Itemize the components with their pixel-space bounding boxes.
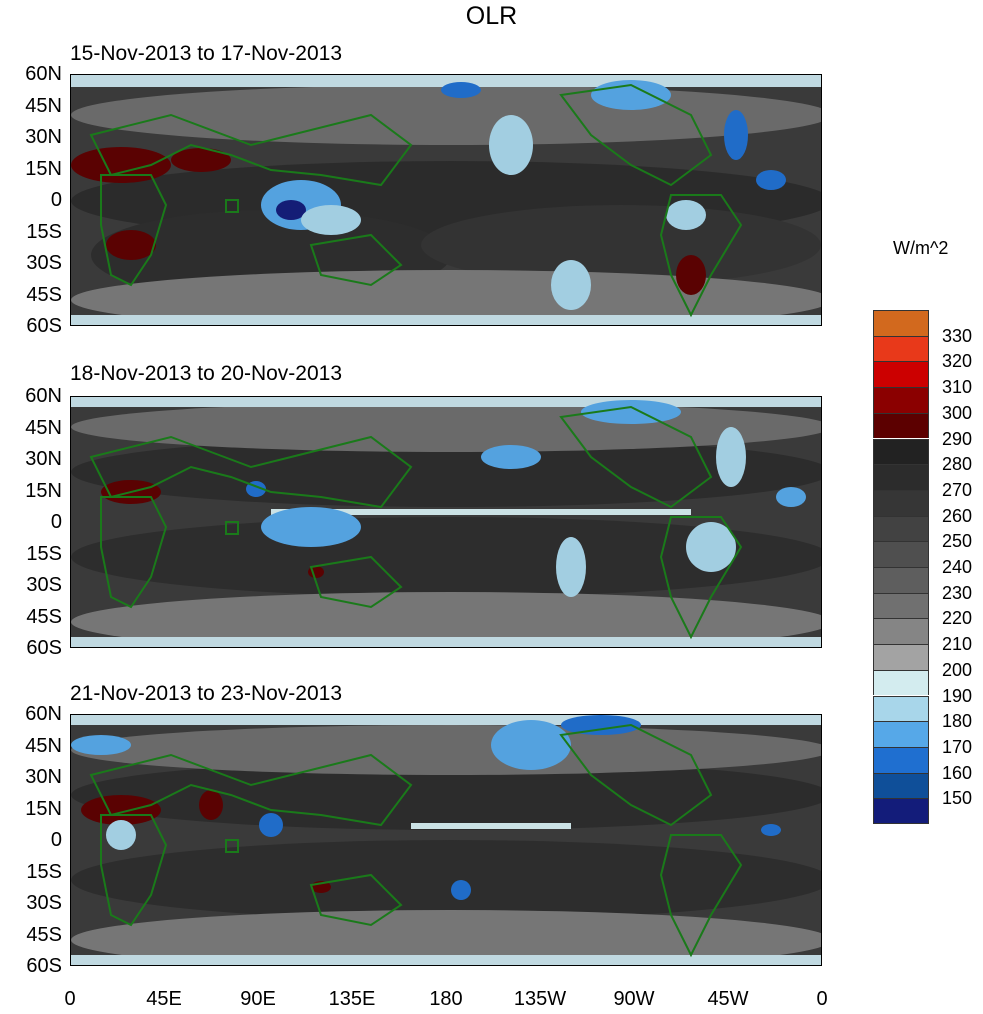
lat-label-p2-30s: 30S: [26, 574, 62, 596]
lat-label-p3-0: 0: [50, 829, 62, 851]
colorbar-label-250: 250: [942, 531, 973, 552]
colorbar-swatch-15: [873, 695, 929, 722]
colorbar-swatch-5: [873, 438, 929, 465]
lat-label-p2-60n: 60N: [25, 385, 62, 407]
colorbar-swatch-19: [873, 798, 929, 824]
lon-label-7: 45W: [707, 988, 749, 1010]
lon-label-6: 90W: [613, 988, 655, 1010]
colorbar-label-160: 160: [942, 762, 973, 783]
colorbar-swatch-0: [873, 310, 929, 336]
lat-label-p2-0: 0: [50, 511, 62, 533]
lon-label-4: 180: [429, 988, 463, 1010]
colorbar-swatch-14: [873, 669, 929, 696]
lat-label-p3-45n: 45N: [25, 734, 62, 757]
lon-label-2: 90E: [240, 988, 276, 1010]
colorbar-label-170: 170: [942, 736, 973, 757]
lon-label-5: 135W: [513, 988, 567, 1010]
lat-label-p3-15s: 15S: [26, 860, 62, 883]
colorbar-swatch-17: [873, 746, 929, 773]
lat-label-p1-30n: 30N: [25, 126, 62, 148]
lat-label-p3-15n: 15N: [25, 797, 62, 820]
colorbar-label-180: 180: [942, 711, 973, 732]
lat-label-p2-15s: 15S: [26, 542, 62, 565]
panel-2-title: 18-Nov-2013 to 20-Nov-2013: [70, 362, 342, 385]
lat-label-p2-15n: 15N: [25, 479, 62, 502]
colorbar-swatch-9: [873, 541, 929, 567]
lat-label-p3-60n: 60N: [25, 703, 62, 725]
colorbar-swatch-12: [873, 618, 929, 645]
panel-3-map: [70, 714, 822, 966]
colorbar-swatch-11: [873, 592, 929, 619]
lat-label-p1-60n: 60N: [25, 63, 62, 85]
colorbar-label-310: 310: [942, 377, 973, 398]
colorbar-label-290: 290: [942, 428, 973, 449]
lat-label-p1-15s: 15S: [26, 220, 62, 243]
lat-label-p3-45s: 45S: [26, 923, 62, 946]
lon-label-1: 45E: [146, 988, 182, 1010]
lat-label-p1-45n: 45N: [25, 94, 62, 117]
colorbar-swatch-10: [873, 567, 929, 593]
colorbar-swatch-2: [873, 361, 929, 388]
panel-1-title: 15-Nov-2013 to 17-Nov-2013: [70, 42, 342, 65]
colorbar-label-220: 220: [942, 608, 973, 629]
panel-1-map: [70, 74, 822, 326]
colorbar-units: W/m^2: [893, 238, 949, 258]
colorbar-swatch-16: [873, 721, 929, 747]
colorbar-label-260: 260: [942, 505, 973, 526]
lat-label-p2-45s: 45S: [26, 605, 62, 628]
lat-label-p1-30s: 30S: [26, 252, 62, 274]
colorbar-label-330: 330: [942, 325, 973, 346]
colorbar-label-190: 190: [942, 685, 973, 706]
panel-2-map: [70, 396, 822, 648]
olr-field-panel-3: [71, 715, 821, 965]
lat-label-p1-0: 0: [50, 189, 62, 211]
colorbar-label-230: 230: [942, 582, 973, 603]
colorbar-label-270: 270: [942, 479, 973, 500]
colorbar-label-200: 200: [942, 659, 973, 680]
colorbar-label-300: 300: [942, 402, 973, 423]
lat-label-p3-30n: 30N: [25, 766, 62, 788]
colorbar-swatch-1: [873, 335, 929, 362]
lat-label-p3-30s: 30S: [26, 892, 62, 914]
lat-label-p2-60s: 60S: [26, 637, 62, 659]
colorbar-swatch-4: [873, 412, 929, 439]
colorbar-swatch-6: [873, 464, 929, 490]
lon-label-0: 0: [64, 988, 76, 1010]
lat-label-p2-30n: 30N: [25, 448, 62, 470]
lat-label-p3-60s: 60S: [26, 955, 62, 977]
colorbar-label-280: 280: [942, 454, 973, 475]
colorbar-label-320: 320: [942, 351, 973, 372]
lat-label-p2-45n: 45N: [25, 416, 62, 439]
colorbar-label-210: 210: [942, 634, 973, 655]
figure-title: OLR: [465, 2, 518, 30]
lat-label-p1-60s: 60S: [26, 315, 62, 337]
colorbar-swatch-8: [873, 515, 929, 542]
lat-label-p1-15n: 15N: [25, 157, 62, 180]
lon-label-8: 0: [816, 988, 828, 1010]
colorbar-swatch-7: [873, 489, 929, 516]
olr-field-panel-2: [71, 397, 821, 647]
olr-field-panel-1: [71, 75, 821, 325]
colorbar-label-240: 240: [942, 557, 973, 577]
colorbar-label-150: 150: [942, 788, 973, 809]
panel-3-title: 21-Nov-2013 to 23-Nov-2013: [70, 682, 342, 705]
lat-label-p1-45s: 45S: [26, 283, 62, 306]
colorbar-swatch-13: [873, 644, 929, 670]
lon-label-3: 135E: [328, 988, 376, 1010]
colorbar-swatch-3: [873, 387, 929, 413]
colorbar-swatch-18: [873, 772, 929, 799]
